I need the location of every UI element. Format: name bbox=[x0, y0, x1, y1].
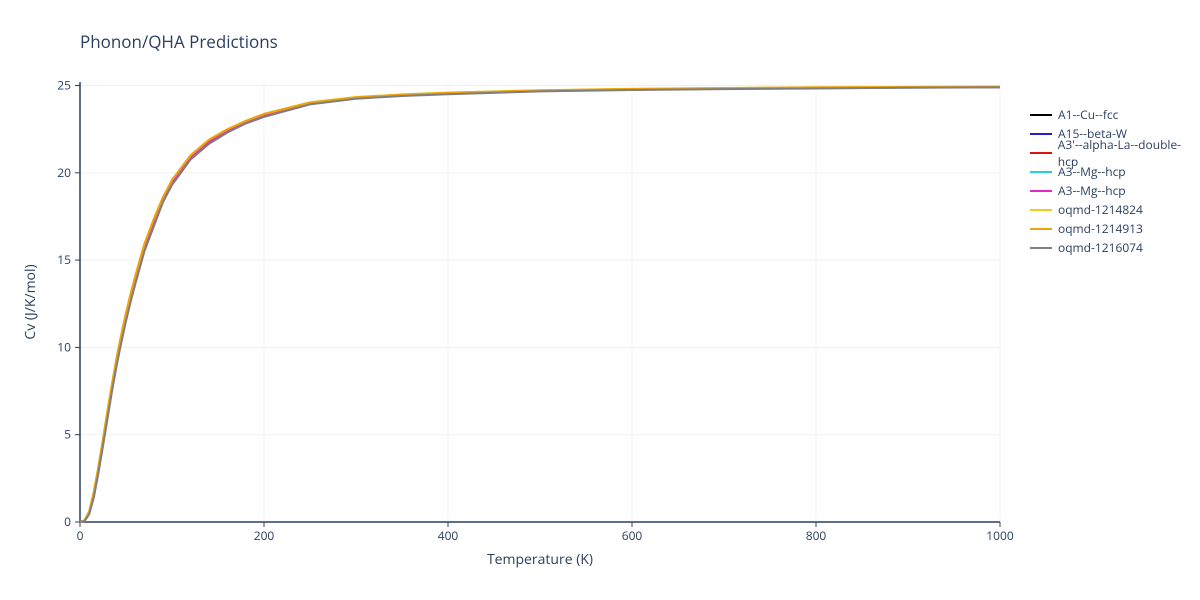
legend-swatch bbox=[1030, 152, 1052, 154]
chart-svg: 0 200 400 600 800 1000 0 5 10 15 20 25 Temperature (… bbox=[0, 0, 1200, 600]
series-line bbox=[80, 87, 1000, 522]
x-tick-label: 1000 bbox=[986, 527, 1014, 544]
series-line bbox=[80, 87, 1000, 522]
y-axis-label: Cv (J/K/mol) bbox=[21, 264, 40, 339]
legend-swatch bbox=[1030, 209, 1052, 211]
legend-label: oqmd-1214913 bbox=[1058, 220, 1143, 237]
legend-swatch bbox=[1030, 133, 1052, 135]
x-tick-label: 800 bbox=[806, 527, 827, 544]
series-line bbox=[80, 87, 1000, 522]
x-tick-label: 200 bbox=[254, 527, 275, 544]
series-line bbox=[80, 87, 1000, 522]
legend-swatch bbox=[1030, 190, 1052, 192]
legend-swatch bbox=[1030, 114, 1052, 116]
legend-label: oqmd-1216074 bbox=[1058, 239, 1143, 256]
x-tick-label: 0 bbox=[77, 527, 84, 544]
legend-label: A3--Mg--hcp bbox=[1058, 163, 1126, 180]
y-tick-label: 0 bbox=[64, 513, 71, 530]
legend-item[interactable]: A1--Cu--fcc bbox=[1030, 105, 1200, 124]
legend-item[interactable]: oqmd-1214913 bbox=[1030, 219, 1200, 238]
y-tick-label: 25 bbox=[57, 76, 71, 93]
legend-item[interactable]: A3--Mg--hcp bbox=[1030, 181, 1200, 200]
legend-label: A1--Cu--fcc bbox=[1058, 106, 1118, 123]
legend-label: oqmd-1214824 bbox=[1058, 201, 1143, 218]
legend-item[interactable]: A3'--alpha-La--double-hcp bbox=[1030, 143, 1200, 162]
y-tick-label: 5 bbox=[64, 426, 71, 443]
y-tick-label: 15 bbox=[57, 251, 71, 268]
legend-swatch bbox=[1030, 247, 1052, 249]
series-line bbox=[80, 87, 1000, 522]
x-tick-label: 400 bbox=[438, 527, 459, 544]
y-tick-label: 10 bbox=[57, 338, 71, 355]
legend: A1--Cu--fccA15--beta-WA3'--alpha-La--dou… bbox=[1030, 105, 1200, 257]
legend-swatch bbox=[1030, 228, 1052, 230]
x-axis-label: Temperature (K) bbox=[487, 550, 593, 569]
legend-item[interactable]: oqmd-1214824 bbox=[1030, 200, 1200, 219]
y-tick-label: 20 bbox=[57, 164, 71, 181]
legend-item[interactable]: oqmd-1216074 bbox=[1030, 238, 1200, 257]
legend-swatch bbox=[1030, 171, 1052, 173]
legend-label: A3--Mg--hcp bbox=[1058, 182, 1126, 199]
series-line bbox=[80, 87, 1000, 522]
series-line bbox=[80, 87, 1000, 522]
x-tick-label: 600 bbox=[622, 527, 643, 544]
series-line bbox=[80, 87, 1000, 522]
